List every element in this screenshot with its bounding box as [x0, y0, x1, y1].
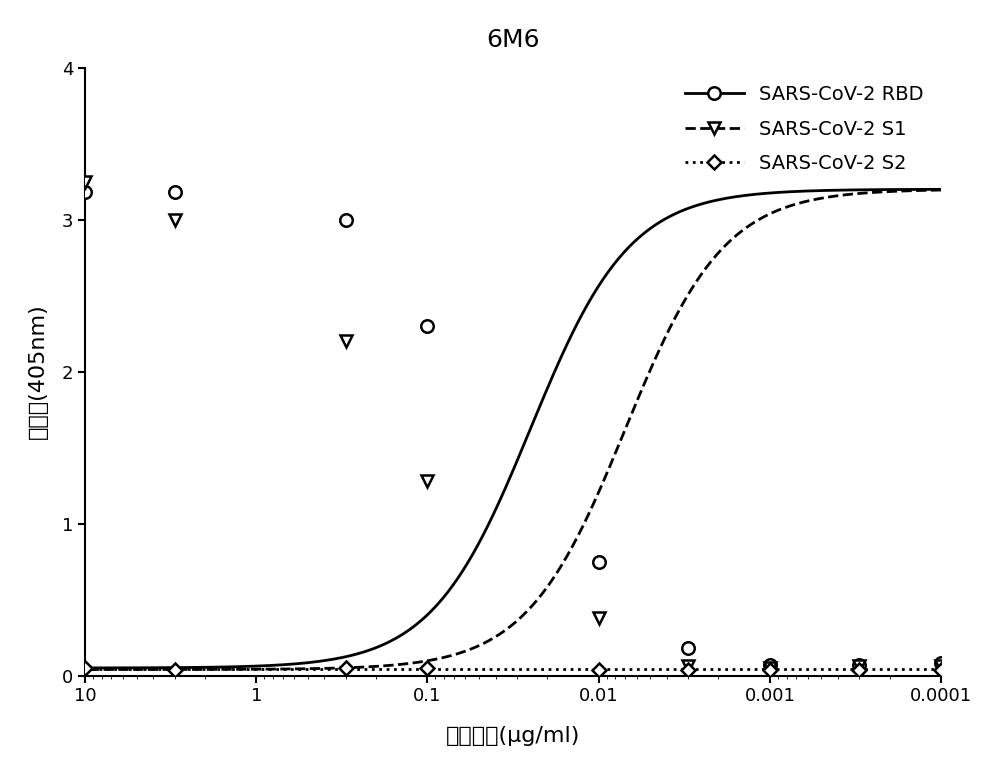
SARS-CoV-2 S2 [935, 665, 947, 674]
SARS-CoV-2 S2 [340, 663, 352, 673]
SARS-CoV-2 RBD [593, 557, 605, 567]
SARS-CoV-2 RBD [853, 660, 865, 670]
Line: SARS-CoV-2 RBD: SARS-CoV-2 RBD [79, 186, 947, 671]
SARS-CoV-2 RBD [79, 187, 91, 197]
SARS-CoV-2 S2 [421, 663, 433, 673]
SARS-CoV-2 S2 [169, 665, 181, 674]
Legend: SARS-CoV-2 RBD, SARS-CoV-2 S1, SARS-CoV-2 S2: SARS-CoV-2 RBD, SARS-CoV-2 S1, SARS-CoV-… [677, 77, 931, 181]
SARS-CoV-2 RBD [682, 643, 694, 652]
SARS-CoV-2 RBD [421, 321, 433, 330]
SARS-CoV-2 S1 [79, 177, 91, 187]
Line: SARS-CoV-2 S2: SARS-CoV-2 S2 [80, 663, 946, 674]
SARS-CoV-2 S2 [853, 665, 865, 674]
X-axis label: 抗体浓度(μg/ml): 抗体浓度(μg/ml) [446, 726, 580, 746]
SARS-CoV-2 S2 [682, 665, 694, 674]
SARS-CoV-2 S1 [935, 662, 947, 671]
SARS-CoV-2 S1 [340, 337, 352, 346]
SARS-CoV-2 RBD [935, 659, 947, 668]
SARS-CoV-2 RBD [340, 215, 352, 224]
SARS-CoV-2 S1 [682, 662, 694, 671]
SARS-CoV-2 S2 [593, 665, 605, 674]
SARS-CoV-2 S1 [853, 662, 865, 671]
SARS-CoV-2 RBD [764, 660, 776, 670]
SARS-CoV-2 S2 [79, 663, 91, 673]
SARS-CoV-2 S1 [421, 476, 433, 485]
SARS-CoV-2 RBD [169, 187, 181, 197]
SARS-CoV-2 S2 [764, 665, 776, 674]
Title: 6M6: 6M6 [486, 28, 540, 52]
Y-axis label: 吸光度(405nm): 吸光度(405nm) [28, 303, 48, 440]
Line: SARS-CoV-2 S1: SARS-CoV-2 S1 [79, 176, 947, 674]
SARS-CoV-2 S1 [764, 663, 776, 673]
SARS-CoV-2 S1 [593, 613, 605, 622]
SARS-CoV-2 S1 [169, 215, 181, 224]
